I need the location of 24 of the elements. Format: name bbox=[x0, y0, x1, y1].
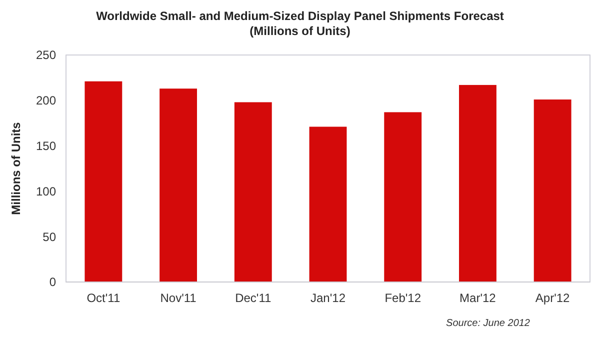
bar bbox=[459, 84, 496, 282]
bar bbox=[234, 102, 272, 282]
x-tick-label: Feb'12 bbox=[384, 291, 422, 305]
x-tick-label: Apr'12 bbox=[535, 291, 570, 305]
y-axis-title: Millions of Units bbox=[9, 122, 23, 215]
bar bbox=[160, 88, 197, 282]
x-tick-label: Dec'11 bbox=[235, 291, 272, 305]
chart-subtitle: (Millions of Units) bbox=[250, 24, 350, 38]
source-note: Source: June 2012 bbox=[446, 318, 530, 329]
y-tick-label: 100 bbox=[36, 184, 56, 198]
y-tick-label: 250 bbox=[36, 48, 56, 62]
chart-title: Worldwide Small- and Medium-Sized Display Panel Shipments Forecast bbox=[96, 9, 504, 23]
y-tick-label: 50 bbox=[42, 230, 56, 244]
bar bbox=[309, 126, 347, 282]
x-tick-label: Jan'12 bbox=[310, 291, 346, 305]
y-tick-label: 200 bbox=[36, 94, 56, 108]
bar bbox=[384, 112, 422, 282]
x-tick-label: Nov'11 bbox=[160, 291, 197, 305]
x-tick-label: Oct'11 bbox=[86, 291, 120, 305]
bar bbox=[84, 81, 122, 282]
bar bbox=[534, 99, 572, 282]
y-tick-label: 0 bbox=[49, 275, 56, 290]
x-tick-label: Mar'12 bbox=[460, 291, 496, 305]
y-tick-label: 150 bbox=[36, 139, 56, 153]
